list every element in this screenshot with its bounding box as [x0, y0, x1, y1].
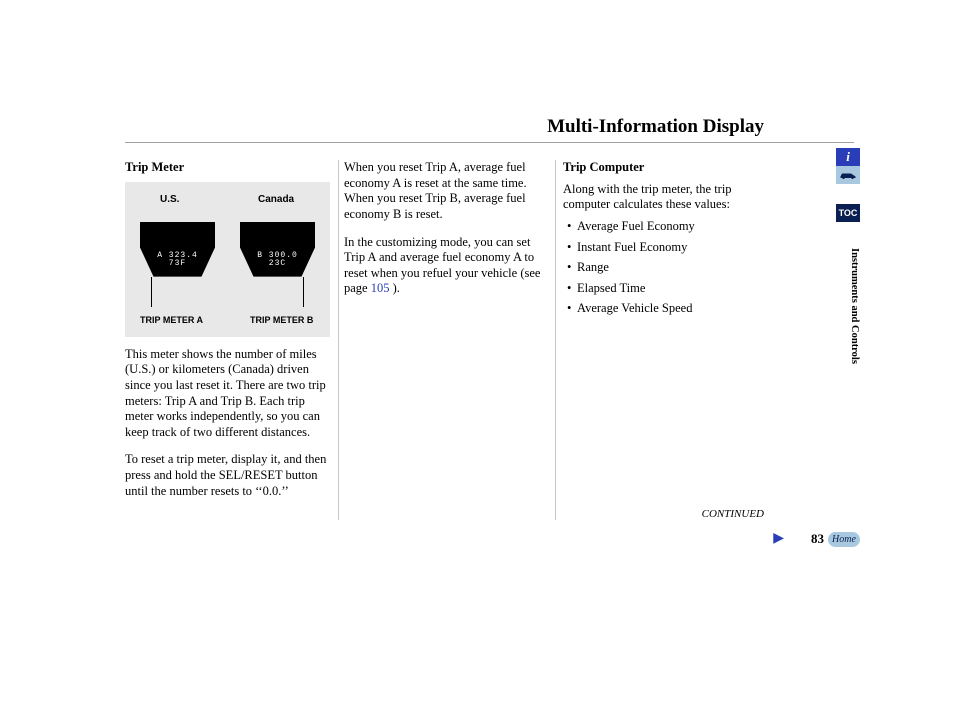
figure-label-trip-a: TRIP METER A [140, 315, 203, 326]
title-rule [125, 142, 854, 143]
trip-meter-heading: Trip Meter [125, 160, 330, 176]
list-item: Instant Fuel Economy [563, 240, 768, 256]
page-link-105[interactable]: 105 [371, 281, 390, 295]
figure-label-canada: Canada [258, 194, 294, 207]
trip-meter-para1: This meter shows the number of miles (U.… [125, 347, 330, 441]
meter-a-line2: 73F [169, 259, 186, 268]
column-divider-1 [338, 160, 339, 520]
figure-label-us: U.S. [160, 194, 179, 207]
trip-computer-list: Average Fuel Economy Instant Fuel Econom… [563, 219, 768, 317]
column-middle: When you reset Trip A, average fuel econ… [344, 160, 549, 309]
trip-meter-figure: U.S. Canada A 323.4 73F B 300.0 23C TRIP… [125, 182, 330, 337]
car-glyph [839, 170, 857, 180]
trip-computer-heading: Trip Computer [563, 160, 768, 176]
figure-label-trip-b: TRIP METER B [250, 315, 313, 326]
car-icon[interactable] [836, 166, 860, 184]
col2-para2-b: ). [389, 281, 399, 295]
list-item: Range [563, 260, 768, 276]
list-item: Average Vehicle Speed [563, 301, 768, 317]
meter-b-readout: B 300.0 23C [250, 252, 305, 270]
home-button[interactable]: Home [828, 532, 860, 547]
list-item: Average Fuel Economy [563, 219, 768, 235]
page-title: Multi-Information Display [547, 116, 764, 138]
trip-meter-para2: To reset a trip meter, display it, and t… [125, 452, 330, 499]
meter-a-readout: A 323.4 73F [150, 252, 205, 270]
callout-line-b [303, 277, 304, 307]
list-item: Elapsed Time [563, 281, 768, 297]
column-divider-2 [555, 160, 556, 520]
column-trip-computer: Trip Computer Along with the trip meter,… [563, 160, 768, 322]
page-number: 83 [811, 531, 824, 547]
toc-button[interactable]: TOC [836, 204, 860, 222]
next-page-arrow-icon[interactable]: ▶ [773, 530, 784, 547]
continued-label: CONTINUED [702, 508, 764, 520]
col2-para2: In the customizing mode, you can set Tri… [344, 235, 549, 298]
column-trip-meter: Trip Meter U.S. Canada A 323.4 73F B 300… [125, 160, 330, 511]
trip-computer-intro: Along with the trip meter, the trip comp… [563, 182, 768, 213]
meter-a-line1: A 323.4 [157, 251, 198, 260]
chapter-label: Instruments and Controls [840, 248, 860, 398]
meter-b-line2: 23C [269, 259, 286, 268]
callout-line-a [151, 277, 152, 307]
col2-para1: When you reset Trip A, average fuel econ… [344, 160, 549, 223]
info-icon[interactable]: i [836, 148, 860, 166]
meter-b-line1: B 300.0 [257, 251, 298, 260]
